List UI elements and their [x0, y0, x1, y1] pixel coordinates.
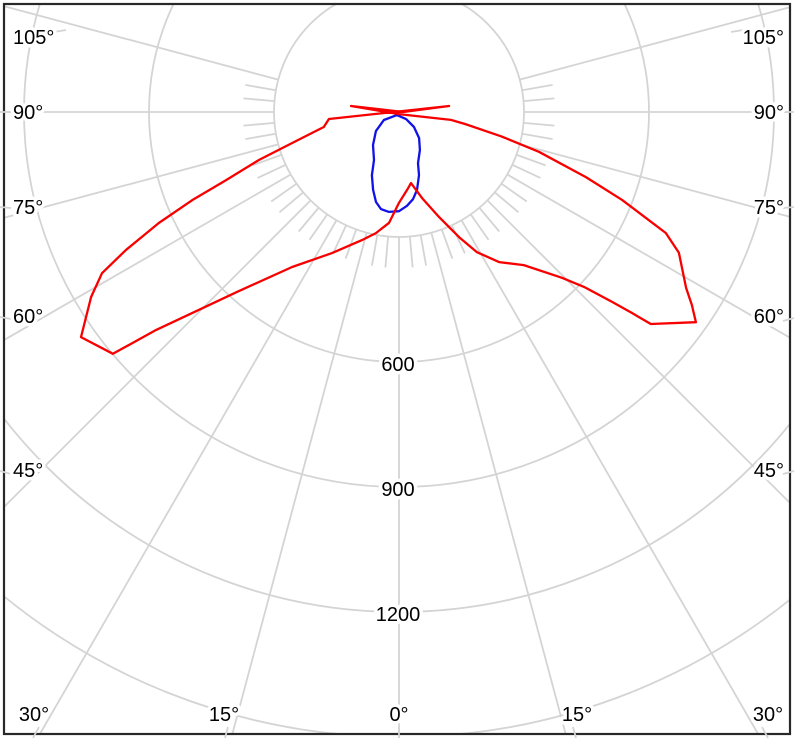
- angle-label-tick: [783, 207, 794, 208]
- angle-label: 30°: [753, 704, 783, 726]
- angle-label-tick: [225, 727, 228, 738]
- grid-angle-tick: [524, 98, 555, 101]
- grid-spoke: [520, 144, 800, 396]
- grid-spoke: [0, 220, 337, 747]
- grid-angle-tick: [516, 155, 545, 166]
- grid-angle-tick: [244, 123, 275, 126]
- grid-angle-tick: [245, 134, 276, 139]
- ring-label: 600: [381, 354, 414, 376]
- angle-label: 75°: [754, 197, 784, 219]
- angle-label: 0°: [389, 704, 408, 726]
- grid-angle-tick: [271, 184, 296, 202]
- angle-label: 60°: [13, 306, 43, 328]
- angle-label: 15°: [209, 704, 239, 726]
- angle-labels: 105° 90° 75° 60° 45° 105° 90° 75° 60° 45° 30° 15° 0°…: [0, 27, 794, 738]
- angle-label: 75°: [13, 197, 43, 219]
- grid-angle-tick: [524, 123, 555, 126]
- grid-angle-tick: [310, 214, 328, 239]
- angle-label-tick: [54, 30, 66, 32]
- ring-labels: 600 900 1200: [376, 354, 421, 626]
- grid-spoke: [0, 144, 278, 396]
- grid-spoke: [431, 233, 683, 747]
- angle-label: 105°: [13, 27, 54, 49]
- blue-curve: [372, 115, 420, 212]
- grid-angle-tick: [385, 237, 388, 268]
- angle-label-tick: [0, 317, 11, 319]
- angle-label-tick: [573, 727, 576, 738]
- angle-label: 15°: [562, 704, 592, 726]
- grid-angle-tick: [442, 229, 453, 258]
- grid-angle-tick: [501, 184, 526, 202]
- grid-angle-tick: [372, 235, 377, 266]
- grid-angle-tick: [244, 98, 275, 101]
- angle-label: 60°: [754, 306, 784, 328]
- angle-label-tick: [783, 318, 794, 321]
- ring-label: 900: [381, 479, 414, 501]
- grid-angle-tick: [299, 208, 319, 232]
- angle-label: 90°: [754, 102, 784, 124]
- angle-label-tick: [731, 30, 743, 32]
- angle-label: 45°: [754, 460, 784, 482]
- grid-ring: [0, 0, 800, 612]
- angle-label-tick: [762, 727, 768, 738]
- ring-label: 1200: [376, 604, 421, 626]
- grid-angle-tick: [258, 165, 286, 178]
- angle-label: 90°: [13, 102, 43, 124]
- angle-label-tick: [783, 471, 794, 474]
- grid-spoke: [0, 200, 311, 747]
- grid-angle-tick: [495, 192, 519, 212]
- grid-angle-tick: [245, 85, 276, 90]
- grid-angle-tick: [522, 85, 553, 90]
- grid-angle-tick: [410, 237, 413, 268]
- grid-angle-tick: [421, 235, 426, 266]
- angle-label: 30°: [19, 704, 49, 726]
- grid-angle-tick: [279, 192, 303, 212]
- grid-angle-tick: [479, 208, 499, 232]
- grid-angle-tick: [522, 134, 553, 139]
- angle-label-tick: [33, 727, 39, 738]
- angle-label: 45°: [13, 460, 43, 482]
- grid-angle-tick: [471, 214, 489, 239]
- grid-angle-tick: [512, 165, 540, 178]
- grid-spoke: [114, 233, 366, 747]
- grid-spoke: [462, 220, 800, 747]
- angle-label-tick: [0, 471, 11, 474]
- angle-label-tick: [0, 207, 11, 208]
- angle-label: 105°: [743, 27, 784, 49]
